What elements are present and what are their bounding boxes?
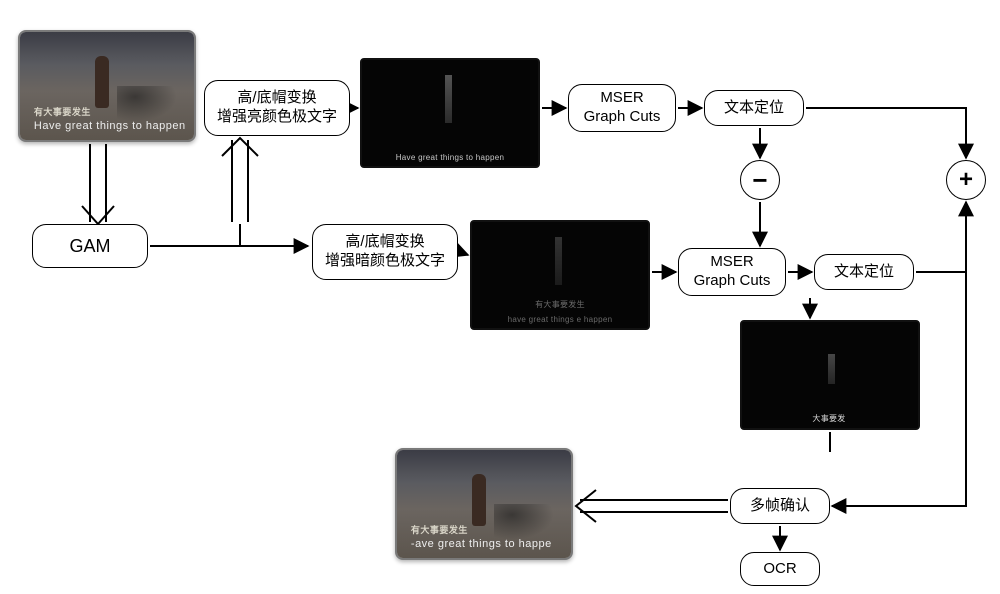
input-image-frame: 输入图像 有大事要发生 Have great things to happen <box>18 30 196 142</box>
thumb1-caption: Have great things to happen <box>362 153 538 162</box>
result-image-frame: 结果 有大事要发生 -ave great things to happe <box>395 448 573 560</box>
result-image-scene: 有大事要发生 -ave great things to happe <box>397 450 571 558</box>
mser1-line2: Graph Cuts <box>584 108 661 127</box>
plus-op: + <box>946 160 986 200</box>
thumb2-caption-en: have great things e happen <box>472 315 648 324</box>
mser1-line1: MSER <box>584 89 661 108</box>
mser2-line1: MSER <box>694 253 771 272</box>
enhanced-bright-thumb: Have great things to happen <box>360 58 540 168</box>
scene-caption-en: Have great things to happen <box>34 120 186 132</box>
text-localization-2: 文本定位 <box>814 254 914 290</box>
difference-thumb: 大事要发 <box>740 320 920 430</box>
diagram-canvas: 输入图像 有大事要发生 Have great things to happen … <box>0 0 1000 594</box>
mser-graphcuts-1: MSER Graph Cuts <box>568 84 676 132</box>
result-caption-cn: 有大事要发生 <box>411 523 468 536</box>
enhance-dark-node: 高/底帽变换 增强暗颜色极文字 <box>312 224 458 280</box>
mser-graphcuts-2: MSER Graph Cuts <box>678 248 786 296</box>
thumb3-caption: 大事要发 <box>812 413 845 424</box>
text-localization-1: 文本定位 <box>704 90 804 126</box>
enhanced-dark-thumb: 有大事要发生 have great things e happen <box>470 220 650 330</box>
input-image-scene: 有大事要发生 Have great things to happen <box>20 32 194 140</box>
mser2-line2: Graph Cuts <box>694 272 771 291</box>
thumb2-caption-cn: 有大事要发生 <box>472 299 648 310</box>
enhance-dark-line2: 增强暗颜色极文字 <box>325 252 445 271</box>
minus-op: − <box>740 160 780 200</box>
result-caption-en: -ave great things to happe <box>411 538 552 550</box>
enhance-bright-line2: 增强亮颜色极文字 <box>217 108 337 127</box>
enhance-dark-line1: 高/底帽变换 <box>325 233 445 252</box>
gam-node: GAM <box>32 224 148 268</box>
scene-caption-cn: 有大事要发生 <box>34 105 91 118</box>
ocr-node: OCR <box>740 552 820 586</box>
multi-frame-confirm: 多帧确认 <box>730 488 830 524</box>
enhance-bright-node: 高/底帽变换 增强亮颜色极文字 <box>204 80 350 136</box>
enhance-bright-line1: 高/底帽变换 <box>217 89 337 108</box>
